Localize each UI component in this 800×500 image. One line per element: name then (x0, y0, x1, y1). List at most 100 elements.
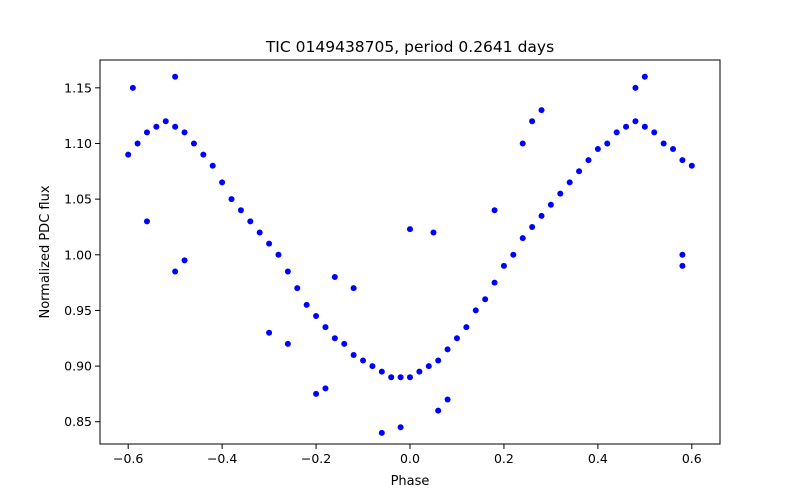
data-point (444, 396, 451, 403)
y-tick-label: 1.05 (64, 192, 92, 207)
y-tick-label: 1.10 (64, 136, 92, 151)
data-point (547, 201, 554, 208)
data-point (510, 251, 517, 258)
data-point (284, 268, 291, 275)
data-point (604, 140, 611, 147)
data-point (613, 129, 620, 136)
data-point (322, 324, 329, 331)
data-point (162, 118, 169, 125)
data-point (303, 301, 310, 308)
data-point (472, 307, 479, 314)
y-axis: 0.85 0.90 0.95 1.00 1.05 1.10 1.15 (64, 80, 100, 429)
data-point (491, 207, 498, 214)
data-point (125, 151, 132, 158)
data-point (538, 212, 545, 219)
data-point (407, 374, 413, 381)
data-point (453, 335, 460, 342)
data-point (360, 357, 367, 364)
data-point (331, 335, 338, 342)
data-point (594, 146, 601, 153)
data-point (200, 151, 207, 158)
data-point (129, 84, 136, 91)
data-point (688, 162, 695, 169)
data-point (143, 218, 150, 225)
x-tick-label: −0.6 (113, 451, 143, 466)
chart-title: TIC 0149438705, period 0.2641 days (265, 38, 554, 56)
data-point (482, 296, 489, 303)
data-point (388, 374, 395, 381)
data-point (632, 118, 639, 125)
data-point (397, 424, 404, 431)
data-point (566, 179, 573, 186)
data-point (679, 157, 686, 164)
data-point (407, 226, 413, 233)
x-tick-label: 0.0 (400, 451, 420, 466)
data-point (172, 73, 179, 80)
data-point (313, 313, 320, 319)
data-point (181, 257, 188, 264)
x-tick-label: 0.4 (588, 451, 608, 466)
data-point (397, 374, 404, 381)
y-tick-label: 0.85 (64, 414, 92, 429)
data-point (529, 223, 536, 230)
data-point (143, 129, 150, 136)
data-point (134, 140, 141, 147)
data-point (660, 140, 667, 147)
x-axis-label: Phase (391, 474, 430, 489)
x-axis: −0.6 −0.4 −0.2 0.0 0.2 0.4 0.6 (113, 444, 702, 466)
data-point (623, 123, 630, 130)
data-point (153, 123, 160, 130)
data-point (331, 274, 338, 281)
scatter-points (125, 73, 695, 436)
data-point (425, 363, 432, 370)
data-point (679, 262, 686, 269)
data-point (557, 190, 564, 197)
data-point (435, 407, 442, 414)
data-point (266, 240, 273, 247)
y-tick-label: 1.00 (64, 247, 92, 262)
y-tick-label: 1.15 (64, 80, 92, 95)
data-point (435, 357, 442, 364)
data-point (491, 279, 498, 286)
data-point (641, 73, 648, 80)
x-tick-label: −0.4 (207, 451, 237, 466)
data-point (500, 262, 507, 269)
data-point (651, 129, 658, 136)
data-point (219, 179, 226, 186)
y-axis-label: Normalized PDC flux (38, 185, 53, 318)
y-tick-label: 0.90 (64, 359, 92, 374)
data-point (275, 251, 282, 258)
data-point (172, 268, 179, 275)
x-tick-label: 0.6 (682, 451, 702, 466)
data-point (430, 229, 437, 236)
data-point (190, 140, 197, 147)
data-point (284, 340, 291, 347)
data-point (378, 368, 385, 375)
data-point (641, 123, 648, 130)
data-point (585, 157, 592, 164)
data-point (519, 140, 526, 147)
data-point (670, 146, 677, 153)
data-point (369, 363, 376, 370)
data-point (576, 168, 583, 175)
data-point (378, 429, 385, 436)
data-point (538, 107, 545, 114)
x-tick-label: −0.2 (301, 451, 331, 466)
data-point (322, 385, 329, 392)
data-point (237, 207, 244, 214)
data-point (444, 346, 451, 353)
data-point (266, 329, 273, 336)
data-point (350, 351, 357, 358)
data-point (341, 340, 348, 347)
data-point (679, 251, 686, 258)
data-point (416, 368, 423, 375)
data-point (228, 196, 235, 203)
data-point (172, 123, 179, 130)
data-point (294, 285, 301, 292)
data-point (209, 162, 216, 169)
data-point (350, 285, 357, 292)
data-point (632, 84, 639, 91)
data-point (256, 229, 263, 236)
